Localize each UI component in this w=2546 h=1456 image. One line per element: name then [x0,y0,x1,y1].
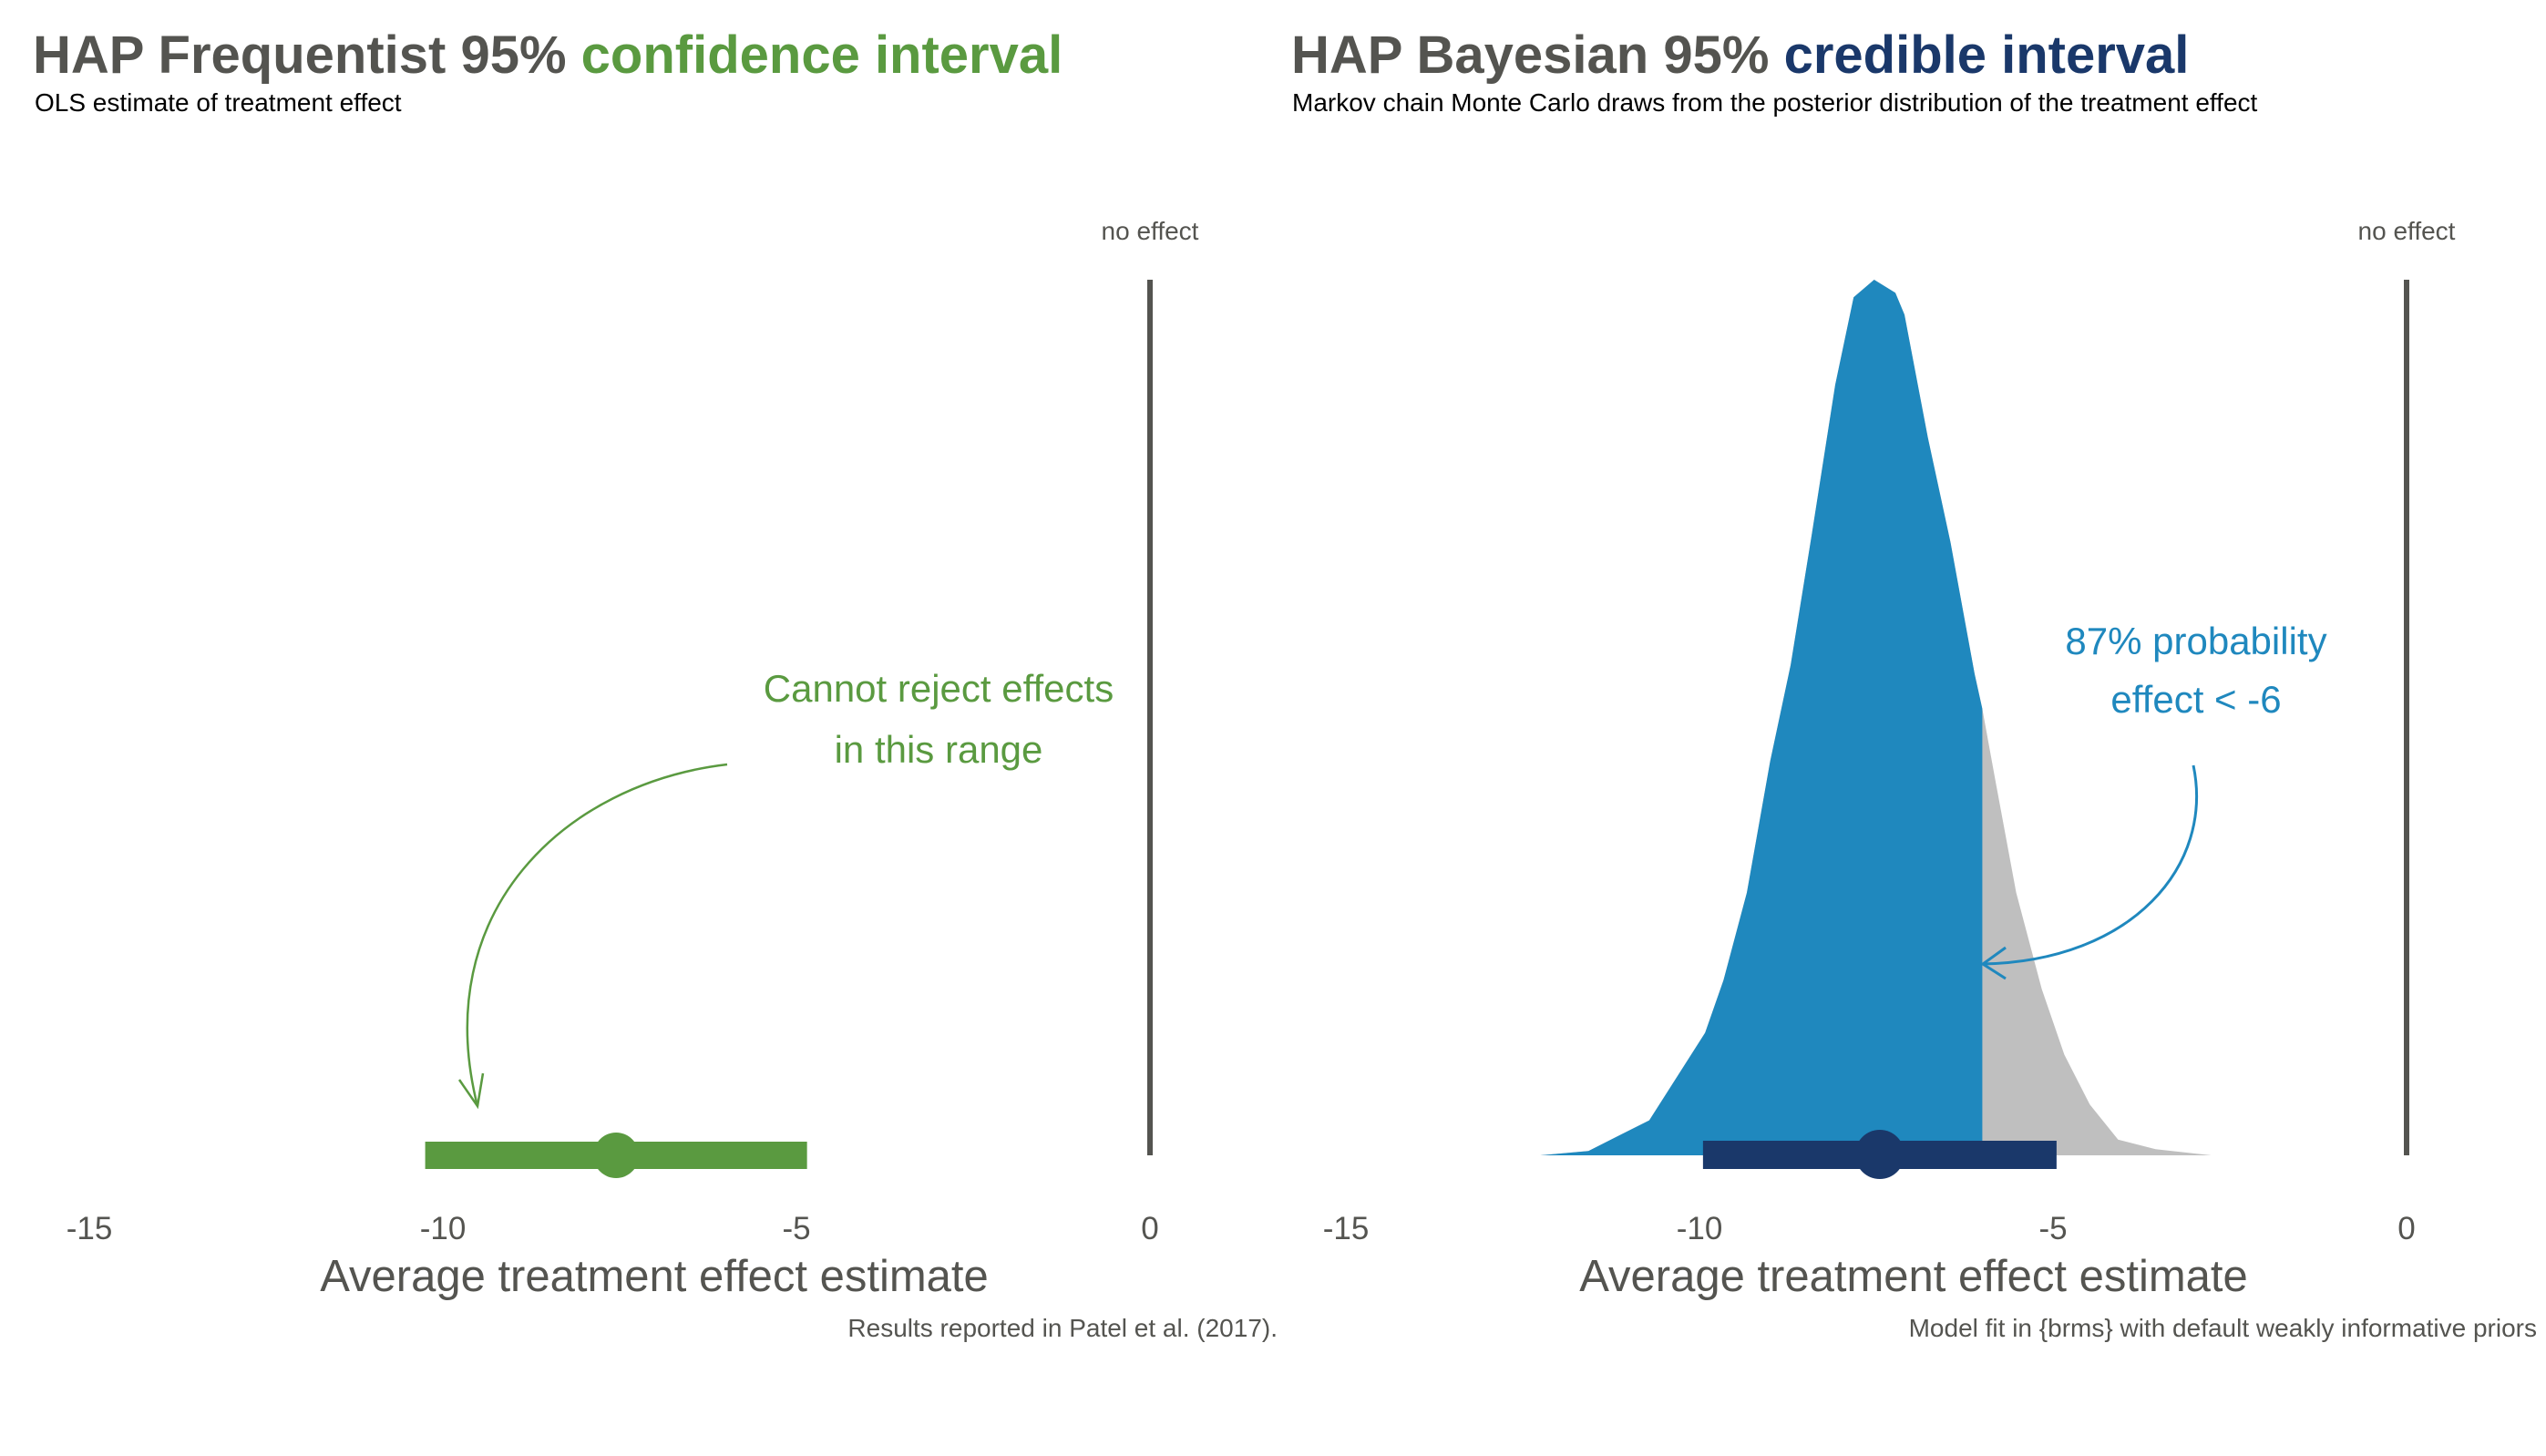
frequentist-title-highlight: confidence interval [581,26,1063,85]
x-axis-title: Average treatment effect estimate [320,1252,989,1301]
bayesian-title-highlight: credible interval [1784,26,2190,85]
x-tick-label: -15 [1323,1211,1370,1246]
annotation-line-1: Cannot reject effects [764,667,1114,710]
annotation-line-2: effect < -6 [2110,678,2281,721]
arrowhead-icon [1980,946,2007,980]
bayesian-title-prefix: HAP Bayesian 95% [1291,26,1769,85]
x-tick-label: -5 [2038,1211,2067,1246]
frequentist-title: HAP Frequentist 95% confidence interval [33,26,1063,85]
annotation-arrow [466,763,728,1107]
x-tick-label: -5 [782,1211,810,1246]
x-axis-title: Average treatment effect estimate [1579,1252,2248,1301]
annotation-arrow [1982,764,2199,966]
caption: Model fit in {brms} with default weakly … [1909,1314,2537,1342]
frequentist-subtitle: OLS estimate of treatment effect [35,88,402,117]
frequentist-title-prefix: HAP Frequentist 95% [33,26,567,85]
bayesian-title: HAP Bayesian 95% credible interval [1291,26,2189,85]
frequentist-panel: HAP Frequentist 95% confidence interval … [33,26,1278,1342]
no-effect-label: no effect [2358,217,2456,245]
x-tick-label: 0 [1141,1211,1158,1246]
bayesian-subtitle: Markov chain Monte Carlo draws from the … [1292,88,2258,117]
x-tick-label: -15 [67,1211,113,1246]
no-effect-label: no effect [1102,217,1199,245]
x-axis-ticks: -15 -10 -5 0 [67,1211,1159,1246]
x-tick-label: -10 [420,1211,467,1246]
posterior-density-below-threshold [1540,280,1983,1155]
annotation-line-1: 87% probability [2065,620,2326,662]
point-estimate [593,1133,640,1178]
bayesian-panel: HAP Bayesian 95% credible interval Marko… [1291,26,2537,1342]
annotation-line-2: in this range [835,728,1043,771]
x-axis-ticks: -15 -10 -5 0 [1323,1211,2416,1246]
arrowhead-icon [457,1072,485,1110]
caption: Results reported in Patel et al. (2017). [847,1314,1278,1342]
point-estimate [1854,1130,1904,1179]
x-tick-label: 0 [2397,1211,2415,1246]
x-tick-label: -10 [1677,1211,1723,1246]
